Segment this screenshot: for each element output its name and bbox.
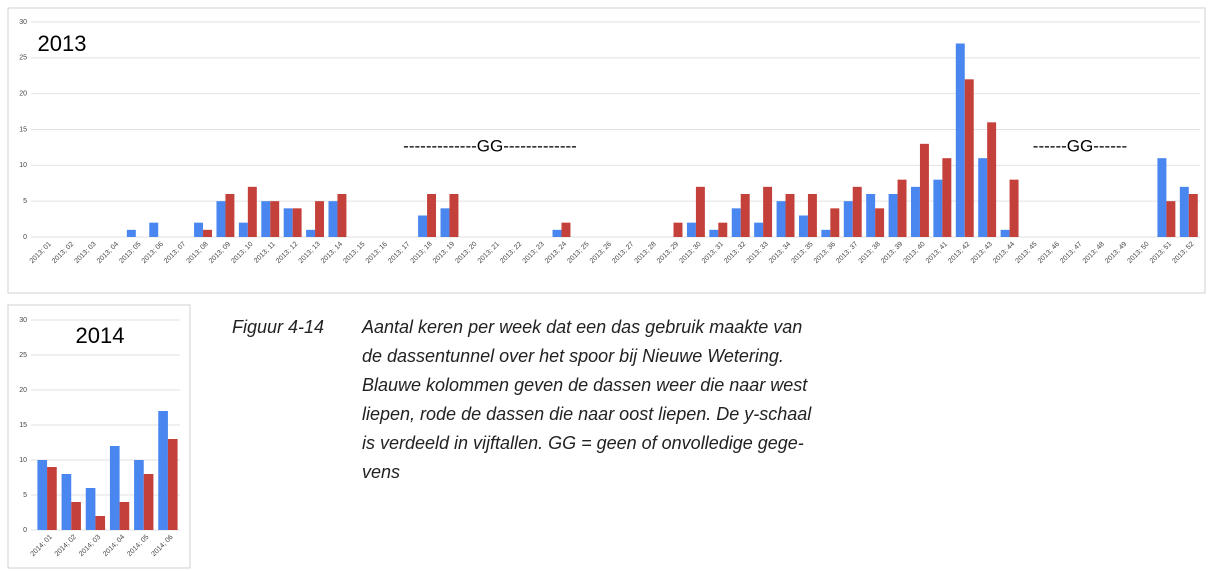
bar	[203, 229, 212, 237]
y-tick-label: 0	[23, 527, 27, 534]
bar	[440, 208, 450, 237]
y-tick-label: 5	[23, 198, 27, 205]
y-tick-label: 10	[19, 162, 27, 169]
bar	[328, 201, 338, 237]
y-tick-label: 15	[19, 126, 27, 133]
bar	[875, 208, 885, 237]
bar	[964, 79, 974, 237]
bar	[740, 194, 750, 237]
y-tick-label: 30	[19, 317, 27, 324]
bar	[238, 222, 248, 237]
bar	[843, 201, 853, 237]
bar	[109, 446, 120, 530]
bar	[61, 474, 72, 530]
bar	[731, 208, 741, 237]
bar	[910, 186, 920, 237]
bar	[119, 502, 130, 530]
bar	[247, 186, 257, 237]
bar	[134, 460, 144, 530]
y-tick-label: 0	[23, 234, 27, 241]
bar	[261, 201, 271, 237]
bar	[718, 222, 728, 237]
bar	[897, 179, 907, 237]
bar	[821, 229, 831, 237]
y-tick-label: 10	[19, 457, 27, 464]
bar	[785, 194, 795, 237]
chart-frame	[7, 7, 1206, 294]
bar	[830, 208, 840, 237]
bar	[315, 201, 325, 237]
bar	[866, 194, 876, 237]
bar	[695, 186, 705, 237]
bar	[225, 194, 235, 237]
bar	[418, 215, 428, 237]
caption-line: Blauwe kolommen geven de dassen weer die…	[362, 375, 808, 395]
bar	[1009, 179, 1019, 237]
bar	[1188, 194, 1198, 237]
bar	[143, 474, 154, 530]
bar	[85, 488, 96, 530]
y-tick-label: 15	[19, 422, 27, 429]
bar	[978, 158, 988, 237]
bar	[807, 194, 817, 237]
caption-label: Figuur 4-14	[232, 317, 325, 337]
bar	[754, 222, 764, 237]
bar	[763, 186, 773, 237]
bar	[852, 186, 862, 237]
bar	[888, 194, 898, 237]
caption: Aantal keren per week dat een das gebrui…	[362, 313, 811, 487]
annotation: -------------GG-------------	[403, 136, 577, 155]
caption-line: vens	[362, 462, 401, 482]
bar	[449, 194, 459, 237]
bar	[427, 194, 437, 237]
caption-line: de dassentunnel over het spoor bij Nieuw…	[362, 346, 784, 366]
bar	[149, 222, 159, 237]
bar	[337, 194, 347, 237]
bar	[158, 411, 168, 530]
y-tick-label: 25	[19, 352, 27, 359]
bar	[47, 467, 57, 530]
title-bg	[68, 321, 132, 353]
bar	[216, 201, 226, 237]
bar	[270, 201, 280, 237]
annotation: ------GG------	[1033, 136, 1127, 155]
caption-line: Aantal keren per week dat een das gebrui…	[362, 317, 803, 337]
caption-line: liepen, rode de dassen die naar oost lie…	[362, 404, 812, 424]
y-tick-label: 30	[19, 19, 27, 26]
chart-title: 2014	[76, 323, 125, 348]
bar	[1157, 158, 1167, 237]
bar	[1179, 186, 1189, 237]
bar	[552, 229, 562, 237]
bar	[955, 43, 965, 237]
bar	[1000, 229, 1010, 237]
bar	[167, 439, 178, 530]
bar	[798, 215, 808, 237]
bar	[942, 158, 952, 237]
bar	[306, 229, 316, 237]
chart-title: 2013	[38, 31, 87, 56]
y-tick-label: 25	[19, 55, 27, 62]
caption-line: is verdeeld in vijftallen. GG = geen of …	[362, 433, 804, 453]
bar	[37, 460, 48, 530]
bar	[919, 143, 929, 237]
bar	[126, 229, 136, 237]
bar	[283, 208, 293, 237]
bar	[292, 208, 302, 237]
bar	[776, 201, 786, 237]
bar	[561, 222, 571, 237]
bar	[987, 122, 997, 237]
bar	[194, 222, 204, 237]
bar	[709, 229, 719, 237]
y-tick-label: 5	[23, 492, 27, 499]
bar	[1166, 201, 1176, 237]
y-tick-label: 20	[19, 387, 27, 394]
y-tick-label: 20	[19, 91, 27, 98]
bar	[933, 179, 943, 237]
bar	[95, 516, 106, 530]
bar	[673, 222, 683, 237]
bar	[686, 222, 696, 237]
bar	[71, 502, 81, 530]
